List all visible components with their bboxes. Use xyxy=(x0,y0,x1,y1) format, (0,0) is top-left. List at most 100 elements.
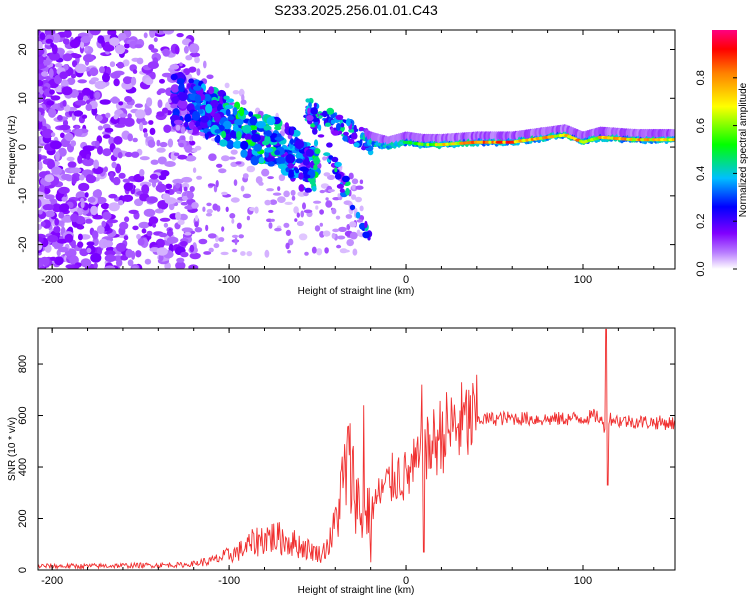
heatmap-cell xyxy=(334,173,342,180)
heatmap-cell xyxy=(38,241,43,251)
snr-y-tick-label: 0 xyxy=(17,567,29,573)
colorbar-tick-label: 0.0 xyxy=(695,261,707,276)
spectrogram-y-tick-label: -20 xyxy=(17,237,29,253)
heatmap-cell xyxy=(170,114,180,122)
heatmap-cell xyxy=(70,213,79,223)
heatmap-cell xyxy=(51,33,61,43)
spectrogram-x-tick-label: -200 xyxy=(41,274,63,286)
heatmap-cell xyxy=(317,134,325,138)
heatmap-cell xyxy=(353,124,357,133)
heatmap-cell xyxy=(166,236,179,244)
heatmap-cell xyxy=(294,139,305,150)
heatmap-cell xyxy=(258,181,264,186)
heatmap-cell xyxy=(227,115,235,121)
heatmap-cell xyxy=(295,151,305,160)
heatmap-cell xyxy=(122,76,132,85)
heatmap-cell xyxy=(528,138,532,142)
heatmap-cell xyxy=(304,187,312,193)
heatmap-cell xyxy=(327,189,335,193)
heatmap-cell xyxy=(231,248,238,253)
heatmap-cell xyxy=(90,77,100,82)
heatmap-cell xyxy=(87,196,96,203)
heatmap-cell xyxy=(340,122,345,128)
heatmap-cell xyxy=(44,30,56,37)
heatmap-cell xyxy=(66,156,75,162)
heatmap-cell xyxy=(331,232,336,239)
heatmap-cell xyxy=(231,218,235,224)
heatmap-cell xyxy=(54,218,60,226)
heatmap-cell xyxy=(671,138,675,142)
heatmap-cell xyxy=(175,182,181,189)
heatmap-cell xyxy=(50,132,56,138)
heatmap-cell xyxy=(426,143,430,147)
heatmap-cell xyxy=(312,127,318,135)
heatmap-cell xyxy=(159,78,165,84)
heatmap-cell xyxy=(94,91,101,100)
heatmap-cell xyxy=(188,121,195,130)
heatmap-cell xyxy=(332,228,340,233)
heatmap-cell xyxy=(99,99,111,105)
heatmap-cell xyxy=(274,227,282,232)
heatmap-cell xyxy=(158,232,168,238)
heatmap-cell xyxy=(208,86,215,95)
heatmap-cell xyxy=(525,138,529,142)
heatmap-cell xyxy=(113,114,119,120)
heatmap-cell xyxy=(162,30,175,35)
heatmap-cell xyxy=(228,156,236,160)
heatmap-cell xyxy=(313,139,319,147)
heatmap-cell xyxy=(80,258,92,268)
heatmap-cell xyxy=(67,226,73,233)
heatmap-cell xyxy=(358,126,365,131)
heatmap-cell xyxy=(361,145,366,151)
heatmap-cell xyxy=(267,176,274,180)
heatmap-cell xyxy=(65,264,75,269)
heatmap-cell xyxy=(324,247,329,254)
heatmap-cell xyxy=(123,117,135,127)
heatmap-cell xyxy=(97,145,103,155)
heatmap-cell xyxy=(240,149,248,158)
heatmap-cell xyxy=(335,114,344,121)
heatmap-cell xyxy=(194,221,199,228)
heatmap-cell xyxy=(138,221,150,229)
heatmap-cell xyxy=(143,32,148,39)
snr-ticks: -200 -100 0 100 0 200 400 600 800 xyxy=(17,328,675,587)
heatmap-cell xyxy=(122,59,130,67)
heatmap-cell xyxy=(272,192,282,196)
heatmap-cell xyxy=(183,186,188,192)
heatmap-cell xyxy=(75,63,87,74)
heatmap-cell xyxy=(236,131,242,140)
heatmap-cell xyxy=(234,237,238,246)
heatmap-cell xyxy=(41,128,54,139)
heatmap-cell xyxy=(116,259,123,267)
heatmap-cell xyxy=(160,170,170,177)
heatmap-cell xyxy=(59,203,70,213)
heatmap-cell xyxy=(164,197,177,205)
heatmap-cell xyxy=(50,140,62,150)
heatmap-cell xyxy=(202,206,206,212)
heatmap-cell xyxy=(267,161,275,167)
heatmap-cell xyxy=(191,202,199,209)
heatmap-cell xyxy=(148,120,154,125)
heatmap-cell xyxy=(176,33,184,38)
heatmap-cell xyxy=(225,206,229,212)
heatmap-cell xyxy=(346,224,351,231)
heatmap-cell xyxy=(103,166,108,173)
heatmap-cell xyxy=(38,111,42,117)
heatmap-cell xyxy=(232,90,240,95)
spectrogram-frame xyxy=(37,29,676,270)
heatmap-cell xyxy=(287,250,291,254)
heatmap-cell xyxy=(78,182,90,192)
heatmap-cell xyxy=(302,202,306,210)
heatmap-cell xyxy=(205,103,213,114)
heatmap-cell xyxy=(75,99,87,106)
heatmap-cell xyxy=(247,148,253,156)
heatmap-cell xyxy=(80,36,91,43)
heatmap-cell xyxy=(167,138,174,148)
heatmap-cell xyxy=(137,238,145,246)
heatmap-cell xyxy=(100,202,110,210)
heatmap-cell xyxy=(80,201,85,209)
heatmap-cell xyxy=(313,102,317,108)
heatmap-cell xyxy=(97,247,102,256)
heatmap-cell xyxy=(62,38,70,45)
heatmap-cell xyxy=(49,89,55,95)
